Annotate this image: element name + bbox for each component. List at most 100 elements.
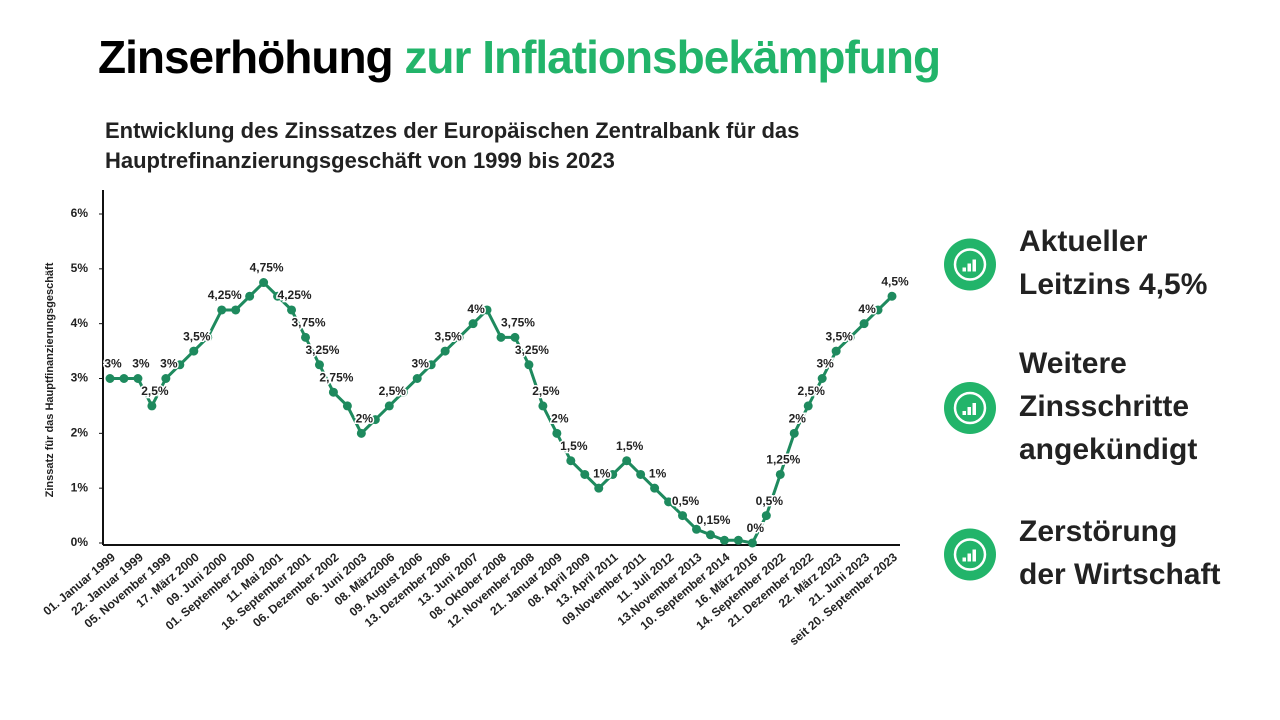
data-label: 4%	[858, 302, 876, 316]
marker	[845, 332, 855, 342]
title-black: Zinserhöhung	[98, 31, 394, 83]
data-label: 1%	[649, 466, 667, 480]
marker	[231, 305, 241, 315]
data-label: 4%	[467, 302, 485, 316]
marker	[510, 332, 520, 342]
marker	[608, 469, 618, 479]
marker	[664, 497, 674, 507]
bullet-icon-ring	[953, 248, 987, 281]
marker	[552, 428, 562, 438]
marker	[370, 415, 380, 425]
marker	[426, 360, 436, 370]
bullet-icon-bar	[962, 411, 966, 415]
data-label: 0%	[747, 521, 765, 535]
marker	[161, 374, 171, 383]
data-label: 3,75%	[291, 316, 325, 330]
bullet-text: Weitere	[1019, 347, 1127, 380]
marker	[119, 374, 129, 383]
data-label: 3,5%	[825, 329, 853, 343]
data-label: 2,5%	[379, 384, 407, 398]
data-label: 3,5%	[434, 329, 462, 343]
marker	[203, 332, 213, 342]
marker	[314, 360, 324, 370]
data-label: 1,5%	[616, 439, 644, 453]
y-tick-label: 1%	[71, 480, 89, 494]
marker	[594, 483, 604, 493]
data-label: 3%	[132, 357, 150, 371]
marker	[328, 387, 338, 397]
bullet-icon-bar	[962, 557, 966, 562]
bullet-icon-bar	[967, 263, 971, 272]
bullet-icon-bar	[972, 549, 976, 562]
marker	[678, 511, 688, 521]
marker	[259, 278, 269, 288]
marker	[566, 456, 576, 466]
marker	[817, 374, 827, 383]
marker	[761, 511, 771, 521]
marker	[301, 332, 310, 342]
marker	[705, 530, 715, 540]
marker	[831, 346, 841, 356]
bullet-text: der Wirtschaft	[1019, 558, 1220, 591]
title-green: zur Inflationsbekämpfung	[404, 31, 941, 83]
marker	[636, 469, 646, 479]
marker	[733, 535, 743, 545]
marker	[245, 291, 255, 301]
data-label: 2%	[551, 412, 569, 426]
bullet-icon-bar	[972, 403, 976, 415]
bullet-icon-bar	[967, 553, 971, 562]
chart-subtitle: Entwicklung des Zinssatzes der Europäisc…	[105, 118, 800, 173]
marker	[622, 456, 632, 466]
data-label: 3,75%	[501, 316, 535, 330]
marker	[384, 401, 394, 411]
data-label: 2,75%	[319, 370, 353, 384]
data-label: 3%	[412, 357, 430, 371]
y-tick-label: 5%	[71, 261, 89, 275]
data-label: 4,75%	[250, 261, 284, 275]
data-label: 2,5%	[532, 384, 560, 398]
marker	[273, 291, 283, 301]
data-label: 2%	[789, 412, 807, 426]
slide-title: Zinserhöhung zur Inflationsbekämpfung	[98, 30, 941, 84]
marker	[873, 305, 883, 315]
bullet-icon-ring	[953, 538, 987, 571]
marker	[412, 374, 422, 383]
data-label: 3,25%	[305, 343, 339, 357]
data-label: 4,25%	[208, 288, 242, 302]
data-label: 3,25%	[515, 343, 549, 357]
data-label: 3%	[104, 357, 122, 371]
marker	[287, 305, 297, 315]
y-axis-label: Zinssatz für das Hauptfinanzierungsgesch…	[44, 262, 56, 497]
data-label: 2,5%	[141, 384, 169, 398]
marker	[133, 374, 143, 383]
bullet-text: Leitzins 4,5%	[1019, 268, 1207, 301]
y-tick-label: 2%	[71, 426, 89, 440]
bullet-text: angekündigt	[1019, 433, 1197, 466]
bullet-icon-bar	[972, 259, 976, 272]
data-label: 2,5%	[798, 384, 826, 398]
marker	[719, 535, 729, 545]
marker	[482, 305, 492, 315]
marker	[692, 524, 701, 534]
bullet-icon-ring	[953, 391, 987, 425]
bullet-icon-bar	[962, 267, 966, 272]
marker	[775, 469, 785, 479]
marker	[803, 401, 813, 411]
data-label: 4,5%	[881, 274, 909, 288]
data-label: 3%	[160, 357, 178, 371]
marker	[747, 538, 757, 548]
marker	[580, 469, 590, 479]
data-label: 3%	[817, 357, 835, 371]
marker	[147, 401, 157, 411]
marker	[105, 374, 115, 383]
marker	[496, 332, 506, 342]
marker	[189, 346, 199, 356]
marker	[398, 387, 408, 397]
marker	[524, 360, 534, 370]
data-label: 0,5%	[756, 494, 784, 508]
data-label: 1%	[593, 466, 611, 480]
marker	[468, 319, 478, 329]
marker	[356, 428, 366, 438]
bullet-text: Aktueller	[1019, 225, 1148, 258]
